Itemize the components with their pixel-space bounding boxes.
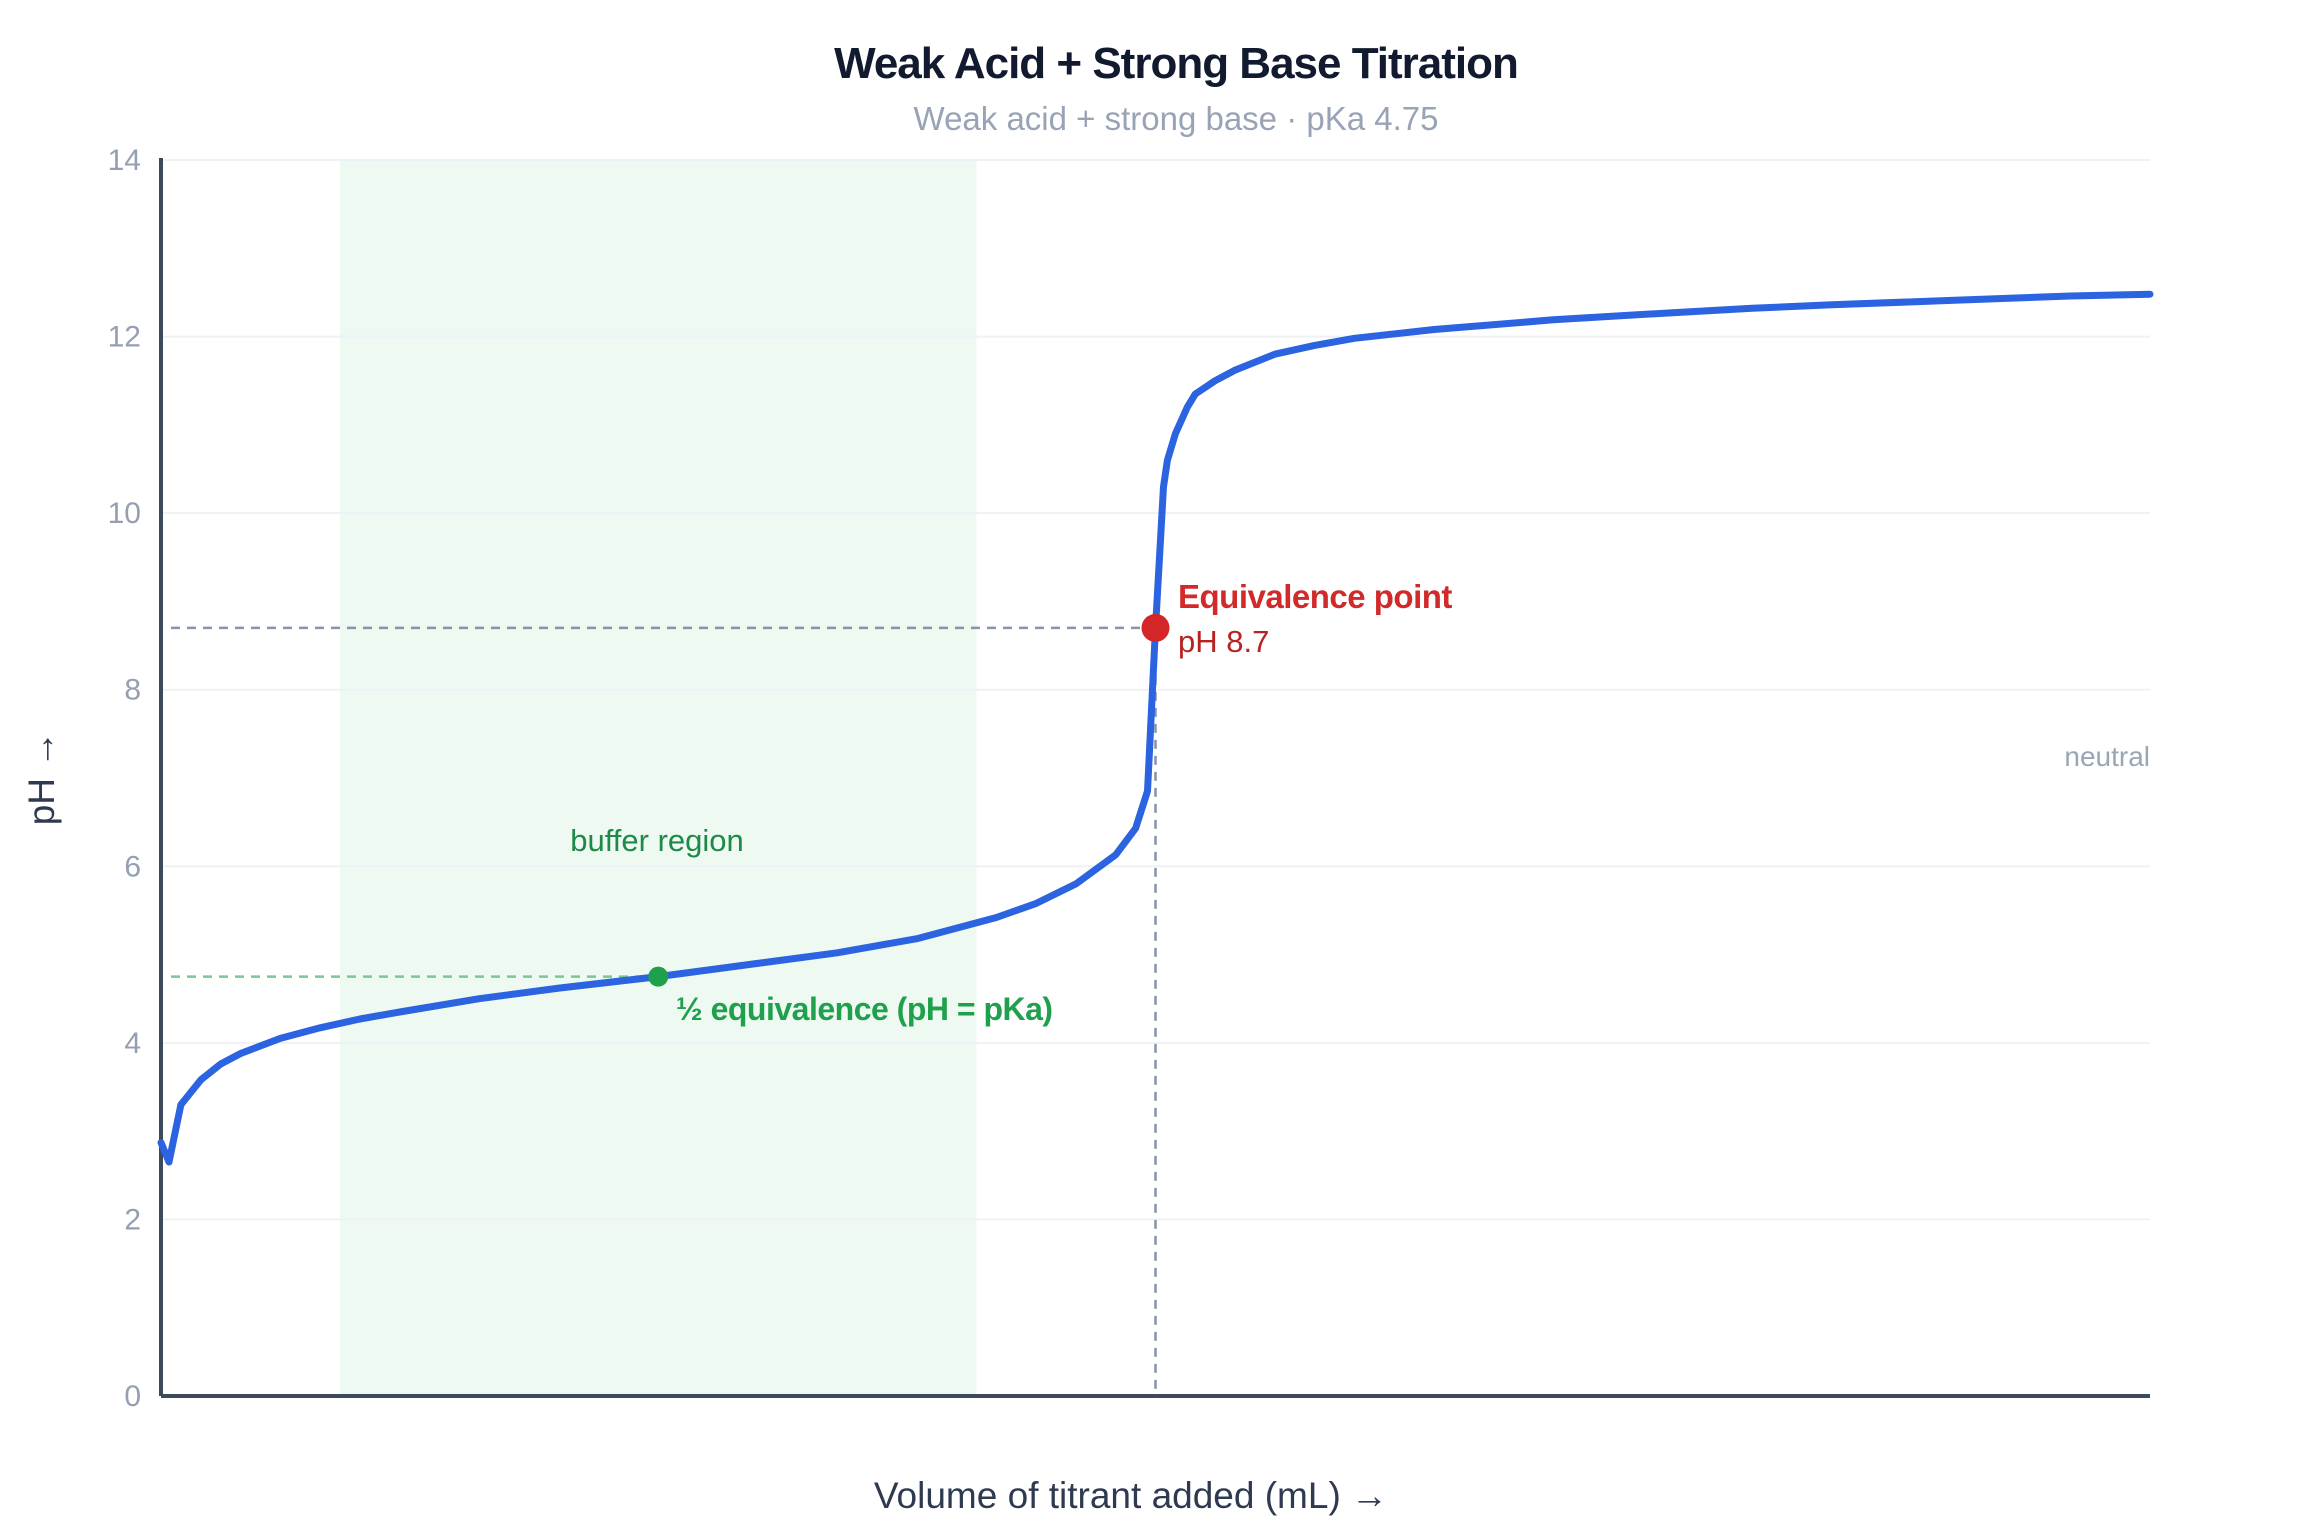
titration-curve-0 (157, 290, 2154, 1166)
y-tick-label-4: 4 (124, 1027, 141, 1060)
buffer-region (340, 160, 977, 1396)
markers (648, 613, 1170, 987)
half-equivalence-label: ½ equivalence (pH = pKa) (676, 991, 1053, 1027)
y-tick-label-6: 6 (124, 850, 141, 883)
equivalence-point-marker (1141, 613, 1170, 642)
x-axis-label: Volume of titrant added (mL) → (874, 1475, 1388, 1516)
y-tick-label-2: 2 (124, 1203, 141, 1236)
half-equivalence-point-marker (648, 966, 669, 987)
buffer-region-label: buffer region (570, 823, 744, 858)
y-tick-label-0: 0 (124, 1380, 141, 1413)
buffer-region-layer (340, 160, 977, 1396)
y-tick-label-8: 8 (124, 674, 141, 707)
equivalence-point-value: pH 8.7 (1178, 624, 1269, 659)
curve-layer (157, 290, 2154, 1166)
guide-lines (171, 626, 1157, 1396)
y-tick-label-14: 14 (108, 144, 141, 177)
equivalence-point-label: Equivalence point (1178, 578, 1452, 615)
chart-subtitle: Weak acid + strong base · pKa 4.75 (914, 100, 1439, 137)
y-tick-label-10: 10 (108, 497, 141, 530)
y-axis-label: pH → (21, 731, 62, 826)
neutral-label: neutral (2064, 741, 2150, 772)
y-tick-label-12: 12 (108, 321, 141, 354)
chart-title: Weak Acid + Strong Base Titration (834, 39, 1518, 88)
